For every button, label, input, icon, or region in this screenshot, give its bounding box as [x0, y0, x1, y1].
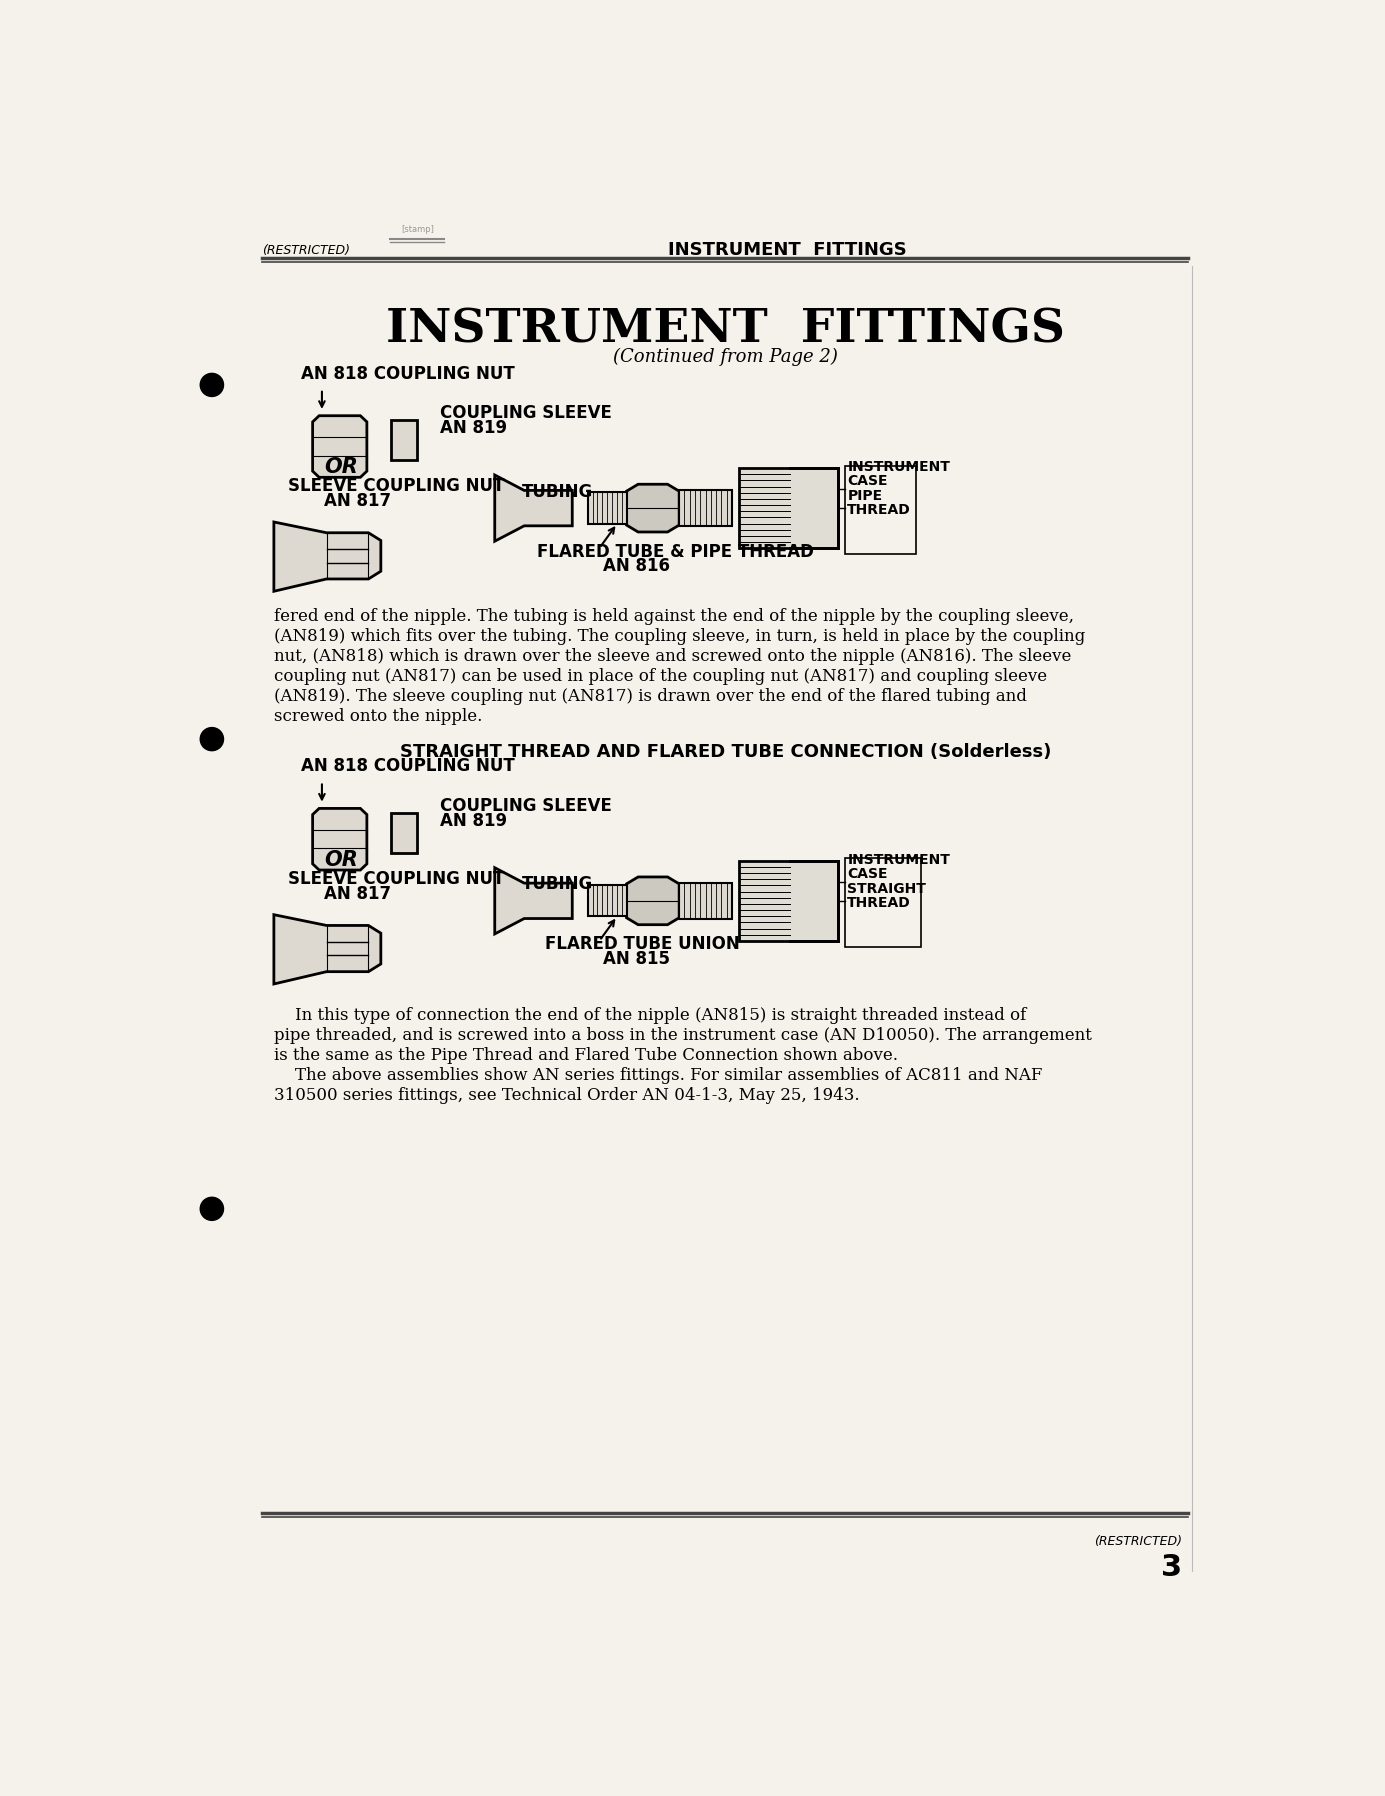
Polygon shape — [274, 523, 381, 591]
Bar — [392, 420, 417, 460]
Text: coupling nut (AN817) can be used in place of the coupling nut (AN817) and coupli: coupling nut (AN817) can be used in plac… — [274, 668, 1047, 686]
Polygon shape — [313, 415, 367, 478]
Text: COUPLING SLEEVE: COUPLING SLEEVE — [440, 404, 612, 422]
Text: STRAIGHT THREAD AND FLARED TUBE CONNECTION (Solderless): STRAIGHT THREAD AND FLARED TUBE CONNECTI… — [400, 744, 1051, 762]
Text: AN 815: AN 815 — [604, 950, 670, 968]
Text: AN 818 COUPLING NUT: AN 818 COUPLING NUT — [301, 365, 515, 383]
Polygon shape — [313, 808, 367, 869]
Bar — [738, 469, 838, 548]
Text: screwed onto the nipple.: screwed onto the nipple. — [274, 708, 482, 726]
Text: AN 817: AN 817 — [324, 492, 392, 510]
Text: AN 816: AN 816 — [604, 557, 670, 575]
Text: INSTRUMENT  FITTINGS: INSTRUMENT FITTINGS — [668, 241, 907, 259]
Text: STRAIGHT: STRAIGHT — [848, 882, 927, 896]
Text: (RESTRICTED): (RESTRICTED) — [262, 244, 350, 257]
Text: (RESTRICTED): (RESTRICTED) — [1094, 1534, 1183, 1548]
Bar — [845, 465, 917, 555]
Bar — [392, 814, 417, 853]
Polygon shape — [494, 867, 572, 934]
Text: INSTRUMENT: INSTRUMENT — [848, 853, 950, 867]
Text: TUBING: TUBING — [522, 875, 593, 893]
Text: 310500 series fittings, see Technical Order AN 04-1-3, May 25, 1943.: 310500 series fittings, see Technical Or… — [274, 1087, 860, 1105]
Text: INSTRUMENT: INSTRUMENT — [848, 460, 950, 474]
Text: SLEEVE COUPLING NUT: SLEEVE COUPLING NUT — [288, 869, 504, 887]
Text: OR: OR — [324, 458, 359, 478]
Text: FLARED TUBE & PIPE THREAD: FLARED TUBE & PIPE THREAD — [537, 542, 814, 560]
Circle shape — [201, 1198, 223, 1219]
Bar — [587, 885, 626, 916]
Bar — [679, 490, 731, 526]
Circle shape — [201, 727, 223, 751]
Text: is the same as the Pipe Thread and Flared Tube Connection shown above.: is the same as the Pipe Thread and Flare… — [274, 1047, 897, 1063]
Polygon shape — [274, 914, 381, 984]
Text: (Continued from Page 2): (Continued from Page 2) — [614, 347, 838, 366]
Text: (AN819). The sleeve coupling nut (AN817) is drawn over the end of the flared tub: (AN819). The sleeve coupling nut (AN817)… — [274, 688, 1026, 706]
Text: INSTRUMENT  FITTINGS: INSTRUMENT FITTINGS — [386, 307, 1065, 352]
Text: (AN819) which fits over the tubing. The coupling sleeve, in turn, is held in pla: (AN819) which fits over the tubing. The … — [274, 629, 1084, 645]
Text: FLARED TUBE UNION: FLARED TUBE UNION — [546, 936, 740, 954]
Bar — [587, 492, 626, 523]
Text: SLEEVE COUPLING NUT: SLEEVE COUPLING NUT — [288, 478, 504, 496]
Text: CASE: CASE — [848, 867, 888, 880]
Text: TUBING: TUBING — [522, 483, 593, 501]
Circle shape — [201, 374, 223, 397]
Text: AN 819: AN 819 — [440, 420, 508, 438]
Bar — [679, 884, 731, 918]
Text: THREAD: THREAD — [848, 503, 911, 517]
Text: THREAD: THREAD — [848, 896, 911, 911]
Bar — [845, 858, 921, 946]
Text: [stamp]: [stamp] — [400, 226, 434, 235]
Polygon shape — [494, 474, 572, 541]
Text: PIPE: PIPE — [848, 490, 882, 503]
Text: AN 817: AN 817 — [324, 884, 392, 903]
Text: 3: 3 — [1161, 1554, 1183, 1582]
Bar — [738, 860, 838, 941]
Text: AN 819: AN 819 — [440, 812, 508, 830]
Text: The above assemblies show AN series fittings. For similar assemblies of AC811 an: The above assemblies show AN series fitt… — [274, 1067, 1043, 1085]
Text: In this type of connection the end of the nipple (AN815) is straight threaded in: In this type of connection the end of th… — [274, 1008, 1026, 1024]
Text: nut, (AN818) which is drawn over the sleeve and screwed onto the nipple (AN816).: nut, (AN818) which is drawn over the sle… — [274, 648, 1071, 665]
Text: pipe threaded, and is screwed into a boss in the instrument case (AN D10050). Th: pipe threaded, and is screwed into a bos… — [274, 1027, 1091, 1043]
Text: OR: OR — [324, 850, 359, 871]
Polygon shape — [626, 485, 679, 532]
Text: CASE: CASE — [848, 474, 888, 489]
Text: COUPLING SLEEVE: COUPLING SLEEVE — [440, 797, 612, 815]
Text: fered end of the nipple. The tubing is held against the end of the nipple by the: fered end of the nipple. The tubing is h… — [274, 609, 1073, 625]
Text: AN 818 COUPLING NUT: AN 818 COUPLING NUT — [301, 758, 515, 776]
Polygon shape — [626, 876, 679, 925]
